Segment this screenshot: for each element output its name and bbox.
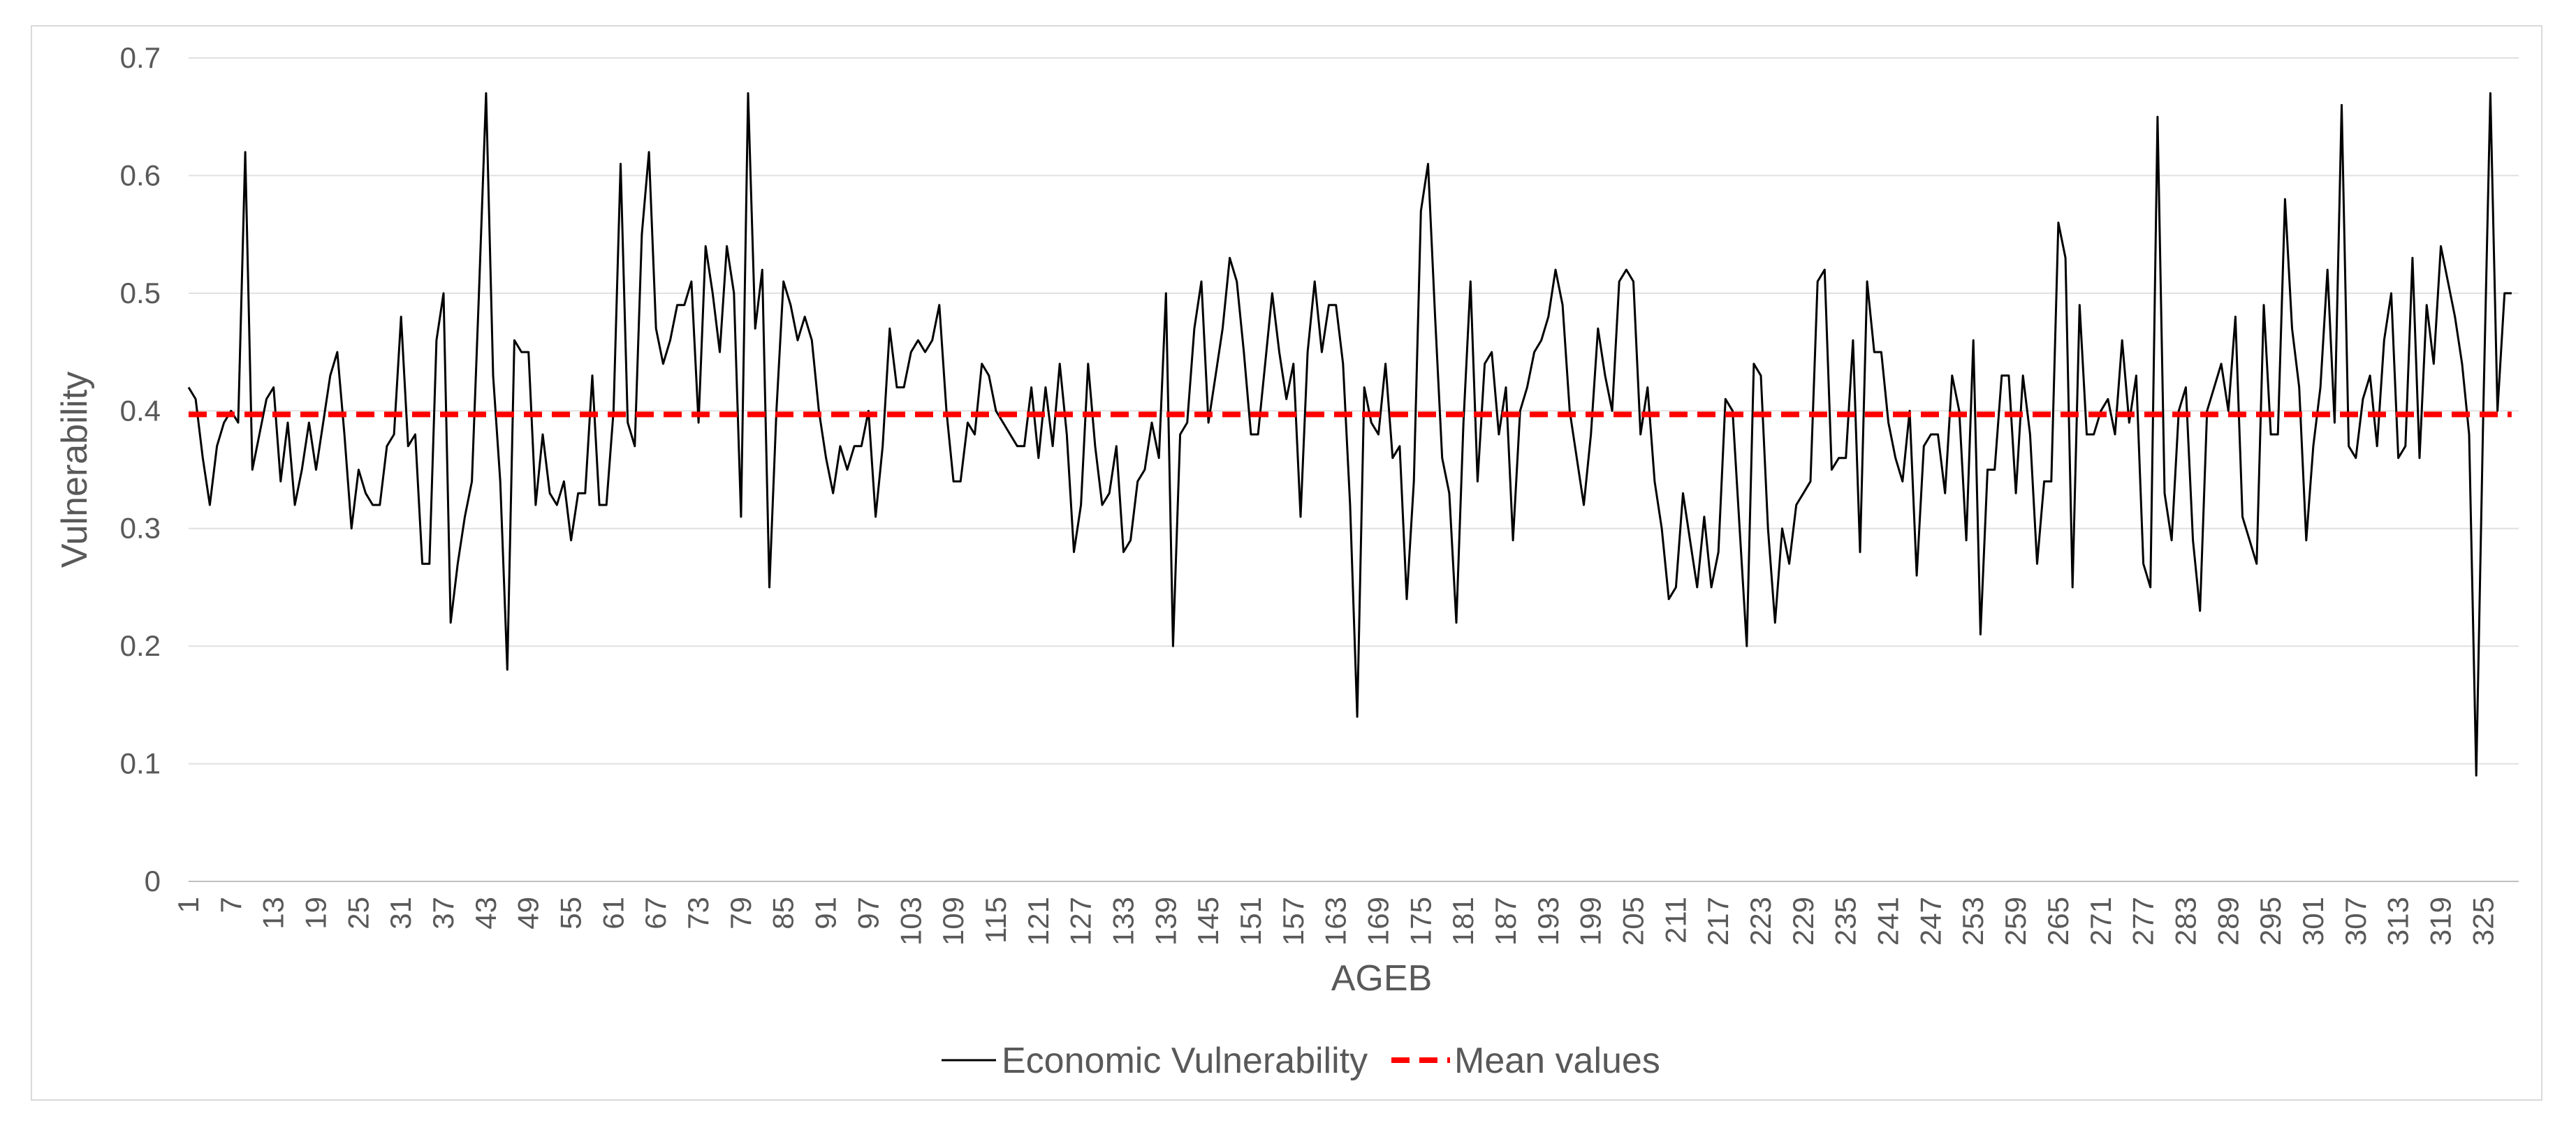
- x-tick-label: 13: [257, 897, 290, 930]
- chart-frame: 0 0.1 0.2 0.3 0.4 0.5 0.6 0.7 1 7 13 19 25 31 37 43 49 5…: [31, 25, 2542, 1101]
- x-tick-label: 67: [639, 897, 672, 930]
- x-tick-label: 175: [1404, 897, 1437, 946]
- x-tick-label: 217: [1702, 897, 1734, 946]
- x-tick-label: 313: [2382, 897, 2415, 946]
- x-tick-label: 127: [1064, 897, 1097, 946]
- x-tick-label: 163: [1319, 897, 1352, 946]
- x-tick-label: 205: [1617, 897, 1650, 946]
- x-tick-label: 91: [810, 897, 842, 930]
- x-tick-label: 139: [1149, 897, 1182, 946]
- x-tick-label: 97: [851, 897, 884, 930]
- x-tick-label: 61: [597, 897, 629, 930]
- x-tick-label: 295: [2254, 897, 2287, 946]
- x-tick-label: 235: [1829, 897, 1862, 946]
- x-tick-label: 187: [1489, 897, 1522, 946]
- series-line-economic-vulnerability: [187, 92, 2512, 777]
- y-tick-label: 0: [145, 865, 161, 897]
- x-tick-label: 121: [1022, 897, 1055, 946]
- x-tick-label: 145: [1192, 897, 1224, 946]
- x-tick-label: 199: [1574, 897, 1607, 946]
- x-tick-label: 259: [1999, 897, 2032, 946]
- x-tick-label: 325: [2466, 897, 2499, 946]
- x-tick-label: 277: [2127, 897, 2160, 946]
- x-tick-label: 25: [342, 897, 374, 930]
- x-tick-label: 253: [1956, 897, 1989, 946]
- legend-label-mean-values: Mean values: [1454, 1041, 1660, 1081]
- x-tick-label: 301: [2297, 897, 2329, 946]
- y-tick-label: 0.1: [120, 747, 161, 780]
- y-axis-title: Vulnerability: [54, 372, 95, 568]
- x-tick-label: 193: [1532, 897, 1565, 946]
- x-tick-label: 103: [894, 897, 927, 946]
- series-layer: [187, 92, 2512, 777]
- x-axis-title: AGEB: [1331, 958, 1433, 999]
- x-tick-label: 247: [1914, 897, 1947, 946]
- x-tick-label: 55: [555, 897, 587, 930]
- x-tick-label: 85: [767, 897, 800, 930]
- x-tick-label: 43: [469, 897, 502, 930]
- x-tick-label: 307: [2339, 897, 2372, 946]
- x-tick-label: 79: [724, 897, 757, 930]
- x-tick-label: 31: [384, 897, 417, 930]
- x-tick-label: 133: [1106, 897, 1139, 946]
- x-tick-label: 241: [1872, 897, 1905, 946]
- x-tick-label: 229: [1787, 897, 1820, 946]
- y-tick-label: 0.6: [120, 159, 161, 191]
- y-tick-label: 0.3: [120, 512, 161, 545]
- y-tick-label: 0.5: [120, 277, 161, 309]
- x-tick-label: 151: [1234, 897, 1267, 946]
- x-tick-label: 73: [682, 897, 715, 930]
- y-axis-ticks: 0 0.1 0.2 0.3 0.4 0.5 0.6 0.7: [120, 41, 161, 897]
- x-tick-label: 265: [2042, 897, 2074, 946]
- x-tick-label: 37: [427, 897, 460, 930]
- x-tick-label: 19: [300, 897, 332, 930]
- x-tick-label: 1: [172, 897, 205, 913]
- x-tick-label: 211: [1659, 897, 1692, 944]
- x-tick-label: 109: [937, 897, 969, 946]
- y-tick-label: 0.4: [120, 394, 161, 427]
- x-tick-label: 49: [512, 897, 545, 930]
- x-tick-label: 289: [2211, 897, 2244, 946]
- x-tick-label: 115: [979, 897, 1012, 944]
- x-tick-label: 283: [2169, 897, 2202, 946]
- x-tick-label: 271: [2084, 897, 2117, 946]
- x-tick-label: 223: [1744, 897, 1777, 946]
- y-tick-label: 0.2: [120, 629, 161, 662]
- legend: Economic Vulnerability Mean values: [942, 1041, 1660, 1081]
- gridlines: [189, 57, 2519, 765]
- x-tick-label: 319: [2424, 897, 2457, 946]
- x-axis-ticks: 1 7 13 19 25 31 37 43 49 55 61 67 73 79 85 91 97 103 109 11…: [172, 897, 2499, 946]
- x-tick-label: 169: [1361, 897, 1394, 946]
- x-tick-label: 181: [1447, 897, 1479, 946]
- x-tick-label: 7: [214, 897, 247, 913]
- line-chart: 0 0.1 0.2 0.3 0.4 0.5 0.6 0.7 1 7 13 19 25 31 37 43 49 5…: [54, 41, 2519, 1081]
- legend-label-economic-vulnerability: Economic Vulnerability: [1002, 1041, 1368, 1081]
- y-tick-label: 0.7: [120, 41, 161, 74]
- x-tick-label: 157: [1277, 897, 1310, 946]
